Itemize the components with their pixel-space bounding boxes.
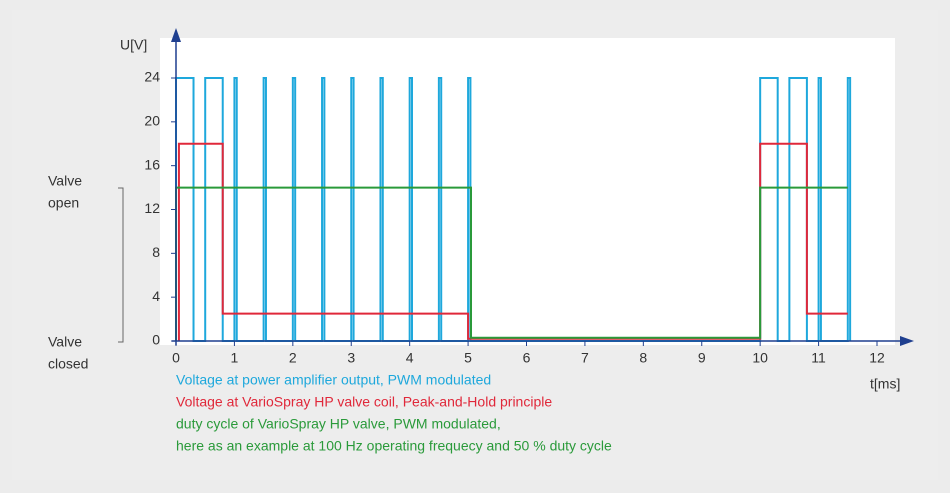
y-tick-label: 12 [144, 200, 160, 216]
x-tick-label: 3 [347, 350, 355, 366]
valve-open-label: open [48, 195, 79, 211]
series-line [175, 77, 852, 342]
x-tick-label: 12 [869, 350, 885, 366]
y-axis-label: U[V] [120, 37, 147, 53]
y-axis-arrow [171, 28, 181, 42]
x-tick-label: 4 [406, 350, 414, 366]
series-line [177, 142, 848, 341]
legend-entry: Voltage at power amplifier output, PWM m… [176, 372, 491, 388]
y-tick-label: 20 [144, 113, 160, 129]
valve-closed-label: closed [48, 356, 88, 372]
y-tick-label: 24 [144, 69, 160, 85]
x-tick-label: 1 [231, 350, 239, 366]
x-tick-label: 11 [811, 350, 826, 366]
x-tick-label: 5 [464, 350, 472, 366]
y-tick-label: 4 [152, 288, 160, 304]
x-tick-label: 10 [752, 350, 768, 366]
legend-entry: Voltage at VarioSpray HP valve coil, Pea… [176, 394, 552, 410]
legend-entry: duty cycle of VarioSpray HP valve, PWM m… [176, 416, 501, 432]
x-tick-label: 6 [523, 350, 531, 366]
valve-open-label: Valve [48, 173, 82, 189]
x-tick-label: 9 [698, 350, 706, 366]
x-tick-label: 2 [289, 350, 297, 366]
y-tick-label: 0 [152, 332, 160, 348]
x-axis-label: t[ms] [870, 376, 900, 392]
valve-closed-label: Valve [48, 334, 82, 350]
x-tick-label: 7 [581, 350, 589, 366]
y-tick-label: 16 [144, 156, 160, 172]
y-tick-label: 8 [152, 244, 160, 260]
plot-area [160, 38, 895, 345]
valve-bracket [118, 187, 124, 343]
note: here as an example at 100 Hz operating f… [176, 438, 612, 454]
x-tick-label: 0 [172, 350, 180, 366]
x-tick-label: 8 [639, 350, 647, 366]
x-axis-arrow [900, 336, 914, 346]
